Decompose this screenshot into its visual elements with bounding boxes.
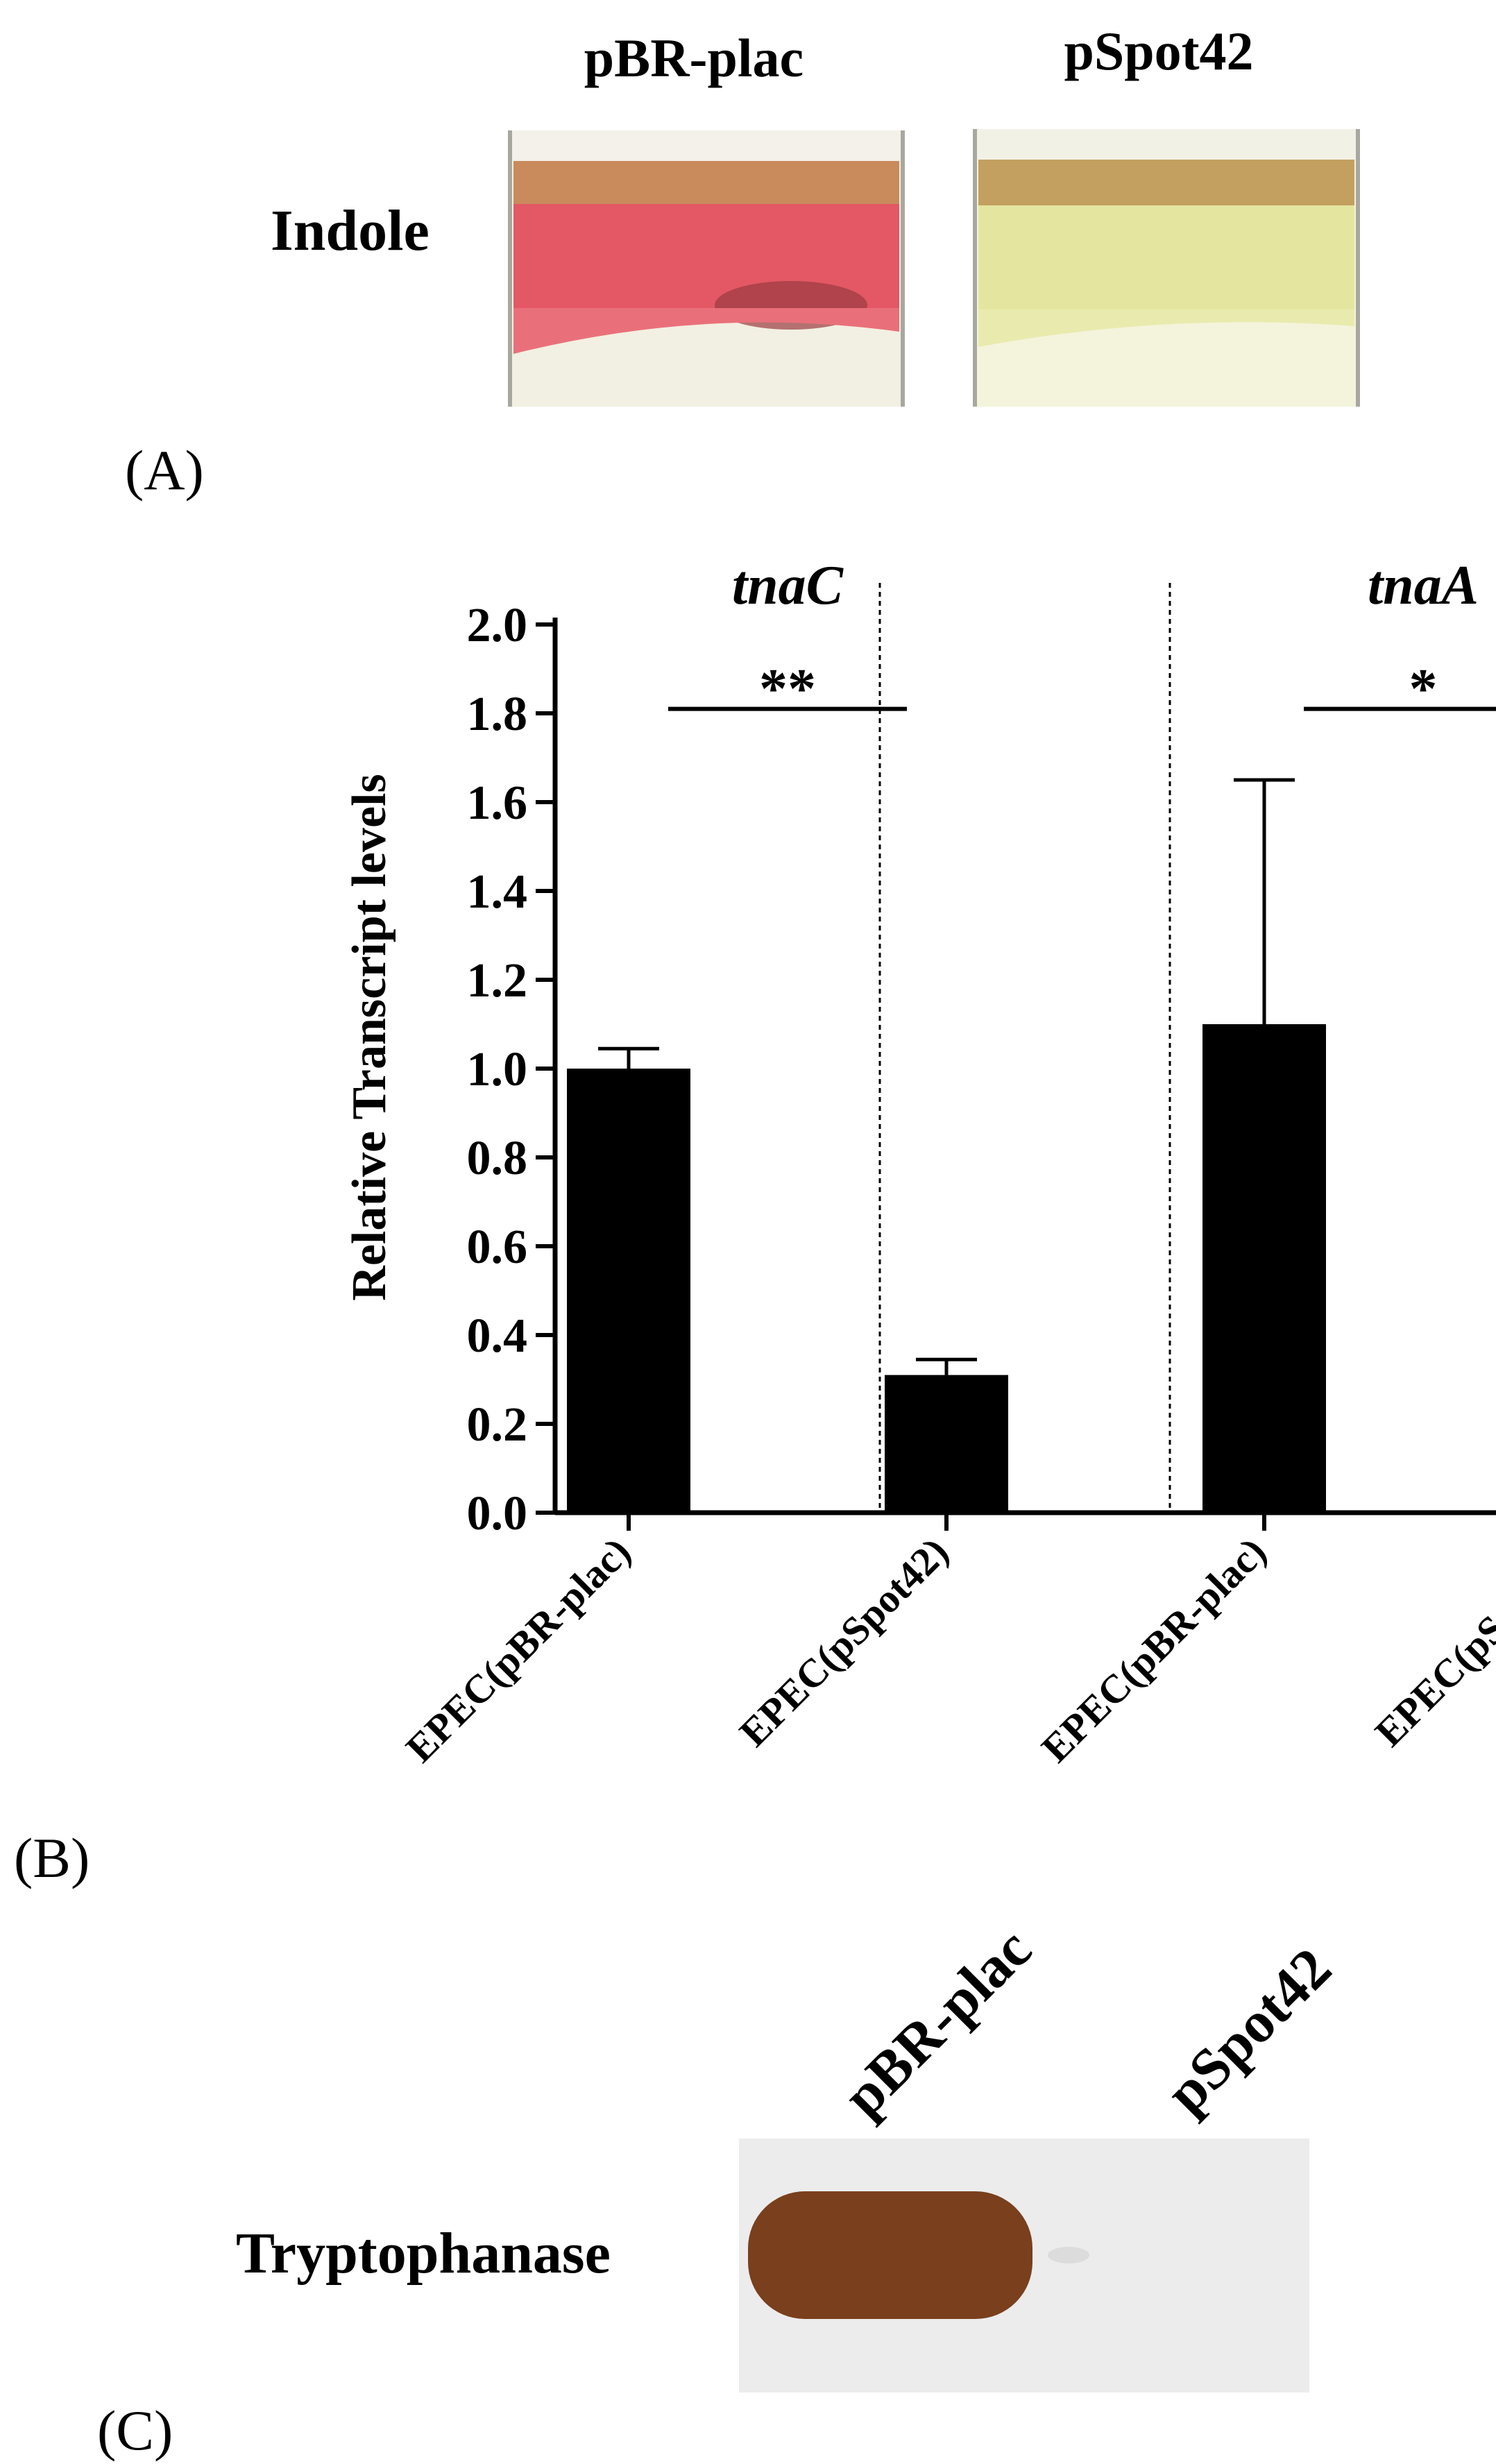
tube-pspot42	[973, 129, 1360, 407]
panel-a: pBR-plac pSpot42 Indole (A)	[125, 21, 1360, 502]
y-tick-label: 0.4	[467, 1309, 528, 1363]
y-tick-label: 0.6	[467, 1221, 528, 1274]
panel-a-label: (A)	[125, 439, 204, 502]
bar-chart: 0.0 0.2 0.4 0.6 0.8 1.0 1.2 1.4 1.6 1.8 2.0 EPEC(p…	[343, 555, 1496, 1771]
y-tick-label: 0.0	[467, 1487, 528, 1540]
panel-a-row-label: Indole	[271, 198, 430, 263]
x-tick-label: EPEC(pBR-plac)	[1032, 1529, 1275, 1771]
panel-c-lane-2: pSpot42	[1154, 1936, 1344, 2126]
panel-c-row-label: Tryptophanase	[236, 2221, 611, 2286]
bar	[1202, 1024, 1326, 1513]
bar	[567, 1069, 690, 1513]
bar	[885, 1375, 1008, 1513]
y-axis-title: Relative Transcript levels	[343, 774, 396, 1300]
y-tick-label: 1.2	[467, 954, 528, 1008]
y-tick-label: 0.2	[467, 1398, 528, 1452]
y-tick-label: 2.0	[467, 599, 528, 652]
x-tick-label: EPEC(pSpot42)	[731, 1529, 957, 1755]
y-tick-label: 1.0	[467, 1043, 528, 1096]
panel-b-label: (B)	[14, 1826, 90, 1889]
panel-c-lane-1: pBR-plac	[831, 1917, 1044, 2130]
tryptophanase-band-pbr-plac	[748, 2191, 1032, 2319]
y-tick-label: 1.4	[467, 865, 528, 919]
y-tick-label: 1.6	[467, 776, 528, 830]
significance-marker: **	[759, 657, 816, 720]
tube-pbr-plac	[508, 130, 905, 407]
y-tick-label: 1.8	[467, 688, 528, 741]
panel-c: pBR-plac pSpot42 Tryptophanase (C)	[97, 1917, 1343, 2462]
panel-c-label: (C)	[97, 2399, 173, 2462]
panel-a-condition-2: pSpot42	[1064, 21, 1253, 81]
significance-marker: *	[1409, 657, 1438, 720]
y-tick-label: 0.8	[467, 1132, 528, 1185]
x-tick-label: EPEC(pBR-plac)	[397, 1529, 639, 1771]
group-title: tnaA	[1368, 555, 1479, 616]
group-title: tnaC	[732, 555, 844, 616]
panel-a-condition-1: pBR-plac	[584, 28, 804, 88]
x-tick-label: EPEC(pSpot42)	[1366, 1529, 1496, 1755]
